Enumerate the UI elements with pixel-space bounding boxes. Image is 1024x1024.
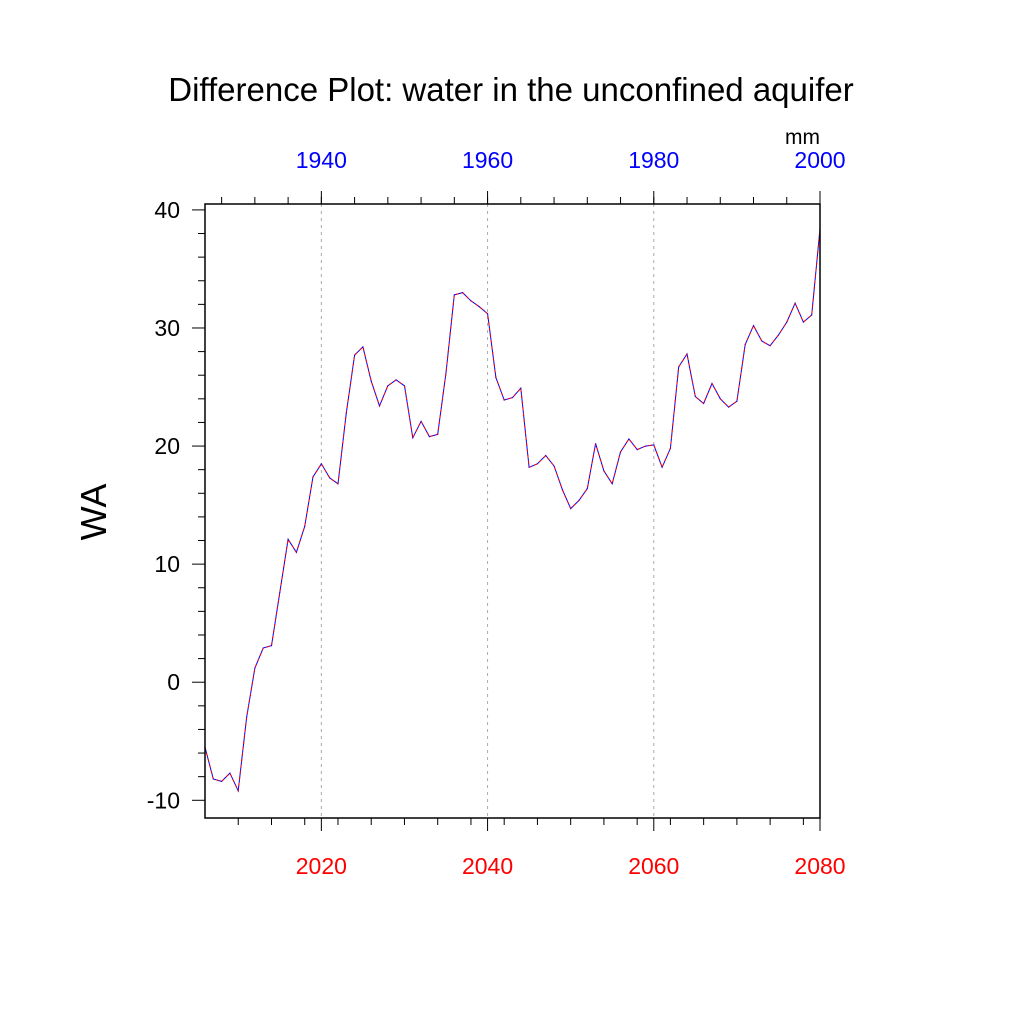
data-point [595, 443, 597, 445]
y-axis-label: WA [73, 484, 114, 541]
data-point [237, 790, 239, 792]
data-point [811, 314, 813, 316]
data-point [412, 437, 414, 439]
x-bottom-tick-label: 2020 [296, 853, 347, 879]
y-tick-label: 20 [154, 433, 180, 459]
data-point [370, 380, 372, 382]
plot-frame [204, 203, 821, 819]
data-point [536, 463, 539, 465]
data-series [204, 228, 821, 793]
data-point [329, 477, 331, 479]
data-point [703, 402, 705, 405]
x-top-tick-label: 1940 [296, 147, 347, 173]
series-line-blue [204, 228, 821, 793]
data-point [279, 591, 281, 594]
data-point [462, 292, 464, 294]
data-point [761, 340, 763, 342]
data-point [511, 397, 514, 399]
data-point [794, 302, 796, 304]
data-point [420, 420, 422, 422]
data-point [769, 345, 771, 347]
data-point [786, 321, 788, 323]
data-point [378, 405, 381, 407]
x-bottom-tick-label: 2040 [462, 853, 513, 879]
y-tick-label: 10 [154, 551, 180, 577]
data-point [802, 321, 805, 323]
data-point [545, 454, 547, 457]
data-point [387, 385, 389, 387]
data-point [586, 488, 588, 490]
data-point [287, 538, 289, 540]
data-point [661, 466, 663, 468]
x-top-tick-label: 2000 [794, 147, 845, 173]
data-point [619, 451, 622, 453]
data-point [470, 300, 472, 302]
data-point [777, 334, 780, 336]
gridlines [320, 204, 655, 818]
data-point [487, 313, 489, 315]
x-bottom-tick-label: 2060 [628, 853, 679, 879]
data-point [403, 385, 406, 387]
chart-title: Difference Plot: water in the unconfined… [168, 71, 853, 108]
data-point [744, 343, 746, 346]
y-tick-label: -10 [147, 787, 180, 813]
data-point [354, 354, 356, 356]
data-point [719, 398, 721, 400]
data-point [561, 489, 564, 491]
data-point [653, 444, 655, 446]
data-point [570, 508, 572, 510]
data-point [736, 400, 738, 402]
data-point [337, 483, 339, 485]
data-point [437, 433, 439, 435]
x-top-tick-label: 1980 [628, 147, 679, 173]
data-point [428, 436, 430, 438]
data-point [246, 717, 248, 719]
data-point [503, 399, 505, 401]
units-label: mm [785, 126, 820, 149]
data-point [752, 325, 755, 327]
data-point [694, 395, 696, 398]
y-tick-label: 30 [154, 315, 180, 341]
data-point [262, 647, 264, 649]
data-point [478, 306, 480, 308]
data-point [711, 382, 713, 385]
y-tick-label: 0 [167, 669, 180, 695]
data-point [644, 445, 647, 447]
data-point [320, 463, 322, 465]
y-tick-label: 40 [154, 197, 180, 223]
data-point [212, 778, 214, 780]
data-point [603, 470, 605, 472]
data-point [270, 645, 273, 647]
data-point [312, 476, 314, 478]
data-point [221, 780, 223, 783]
data-point [495, 377, 497, 379]
series-line-red-dashed [204, 228, 821, 793]
data-point [254, 667, 256, 669]
data-point [295, 551, 297, 553]
data-point [304, 525, 306, 528]
data-point [520, 387, 522, 389]
data-point [362, 346, 364, 348]
x-top-tick-label: 1960 [462, 147, 513, 173]
data-point [528, 466, 530, 468]
data-point [395, 379, 397, 381]
data-point [578, 499, 580, 501]
data-point [686, 353, 688, 355]
x-bottom-tick-label: 2080 [794, 853, 845, 879]
data-point [453, 294, 455, 296]
data-point [553, 465, 555, 467]
data-point [636, 449, 638, 451]
data-point [445, 372, 447, 374]
data-point [669, 447, 672, 449]
data-point [229, 772, 231, 774]
data-point [728, 406, 730, 408]
data-point [628, 438, 630, 440]
data-point [678, 366, 680, 368]
data-point [611, 483, 613, 485]
data-point [345, 412, 347, 414]
tick-labels: -10 0 10 20 30 40 2020 2040 2060 2080 1940 1960 1980… [147, 147, 846, 879]
axis-ticks [192, 191, 821, 831]
